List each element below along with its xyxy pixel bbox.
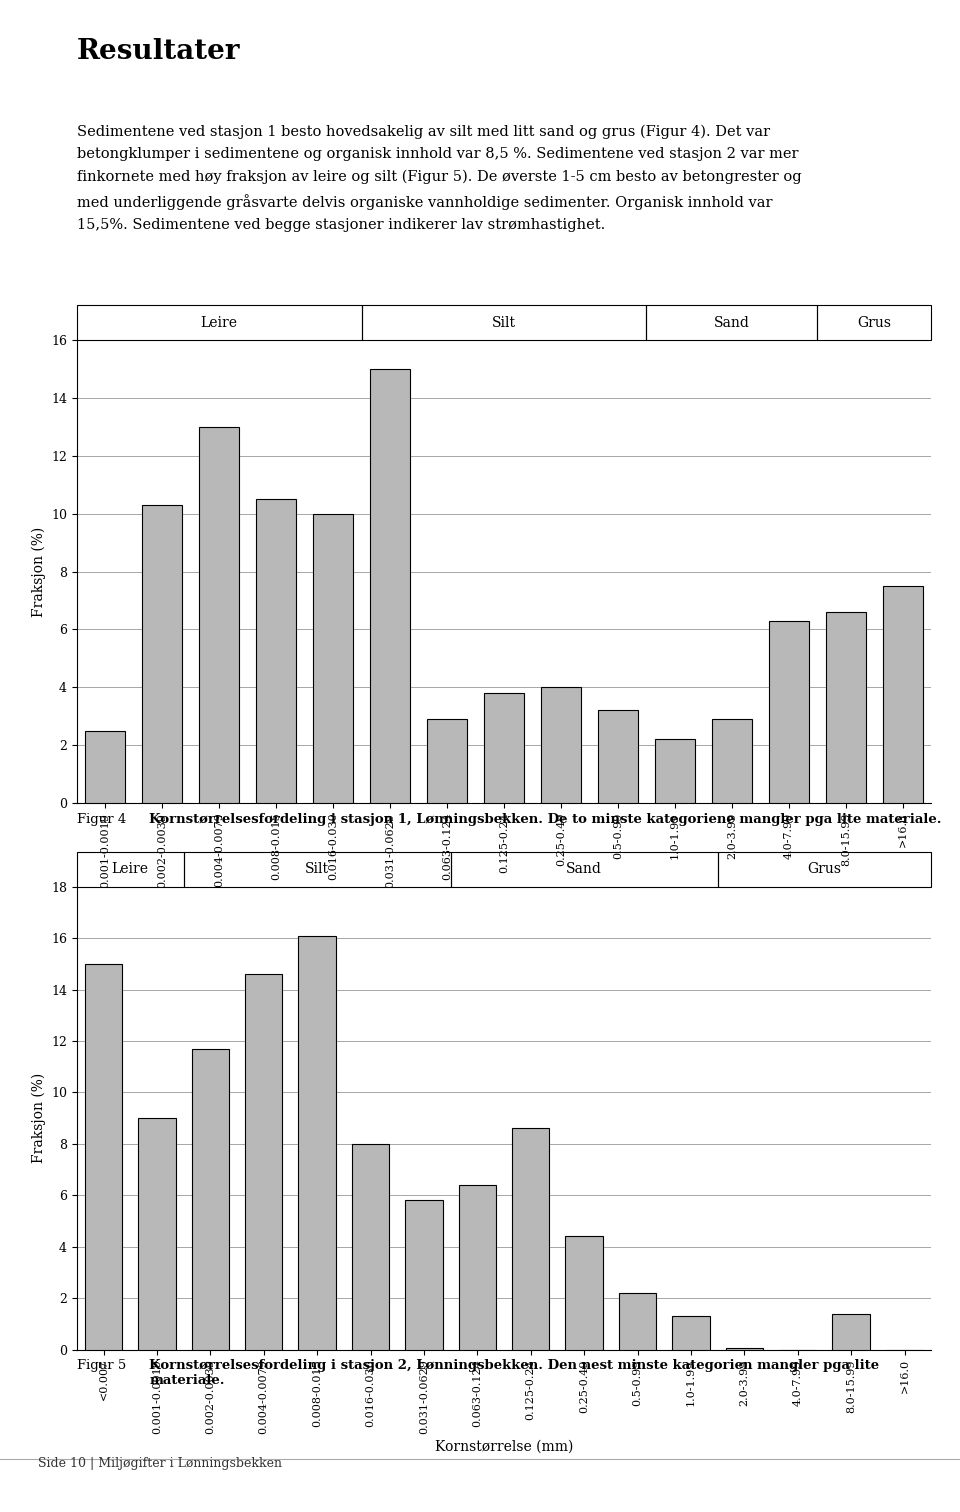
Bar (200, 426, 239, 803)
Text: Sand: Sand (714, 316, 750, 330)
Bar (351, 1145, 389, 1350)
Bar (427, 720, 467, 803)
Bar (405, 1201, 443, 1350)
X-axis label: Kornstørrelse (mm): Kornstørrelse (mm) (435, 894, 573, 907)
Text: Side 10 | Miljøgifter i Lønningsbekken: Side 10 | Miljøgifter i Lønningsbekken (38, 1456, 282, 1470)
Bar (256, 499, 296, 803)
Text: Sand: Sand (566, 862, 602, 877)
Bar (541, 688, 581, 803)
Text: Kornstørrelsesfordeling i stasjon 1, Lønningsbekken. De to minste kategoriene ma: Kornstørrelsesfordeling i stasjon 1, Løn… (150, 813, 942, 826)
Text: Silt: Silt (492, 316, 516, 330)
Bar (672, 1315, 709, 1350)
Text: Silt: Silt (305, 862, 329, 877)
Bar (299, 936, 336, 1350)
Bar (459, 1185, 496, 1350)
Text: Figur 5: Figur 5 (77, 1359, 126, 1373)
Bar (619, 1293, 657, 1350)
Bar (512, 1128, 549, 1350)
Bar (84, 963, 122, 1350)
Bar (245, 974, 282, 1350)
Bar (142, 505, 182, 803)
Bar (832, 1314, 870, 1350)
Text: Leire: Leire (201, 316, 238, 330)
Bar (371, 369, 410, 803)
Text: Grus: Grus (807, 862, 841, 877)
Bar (565, 1237, 603, 1350)
Bar (85, 730, 125, 803)
Text: Figur 4: Figur 4 (77, 813, 126, 826)
Text: Resultater: Resultater (77, 38, 240, 65)
Bar (598, 711, 637, 803)
X-axis label: Kornstørrelse (mm): Kornstørrelse (mm) (435, 1439, 573, 1453)
Bar (826, 612, 866, 803)
Bar (883, 587, 923, 803)
Bar (712, 720, 752, 803)
Text: Leire: Leire (111, 862, 149, 877)
Bar (769, 621, 808, 803)
Bar (484, 692, 524, 803)
Y-axis label: Fraksjon (%): Fraksjon (%) (31, 1074, 45, 1163)
Bar (313, 514, 353, 803)
Bar (138, 1119, 176, 1350)
Bar (192, 1049, 229, 1350)
Text: Sedimentene ved stasjon 1 besto hovedsakelig av silt med litt sand og grus (Figu: Sedimentene ved stasjon 1 besto hovedsak… (77, 124, 802, 231)
Text: Grus: Grus (857, 316, 891, 330)
Text: Kornstørrelsesfordeling i stasjon 2, Lønningsbekken. Den nest minste kategorien : Kornstørrelsesfordeling i stasjon 2, Løn… (150, 1359, 879, 1388)
Bar (655, 739, 695, 803)
Y-axis label: Fraksjon (%): Fraksjon (%) (31, 526, 45, 617)
